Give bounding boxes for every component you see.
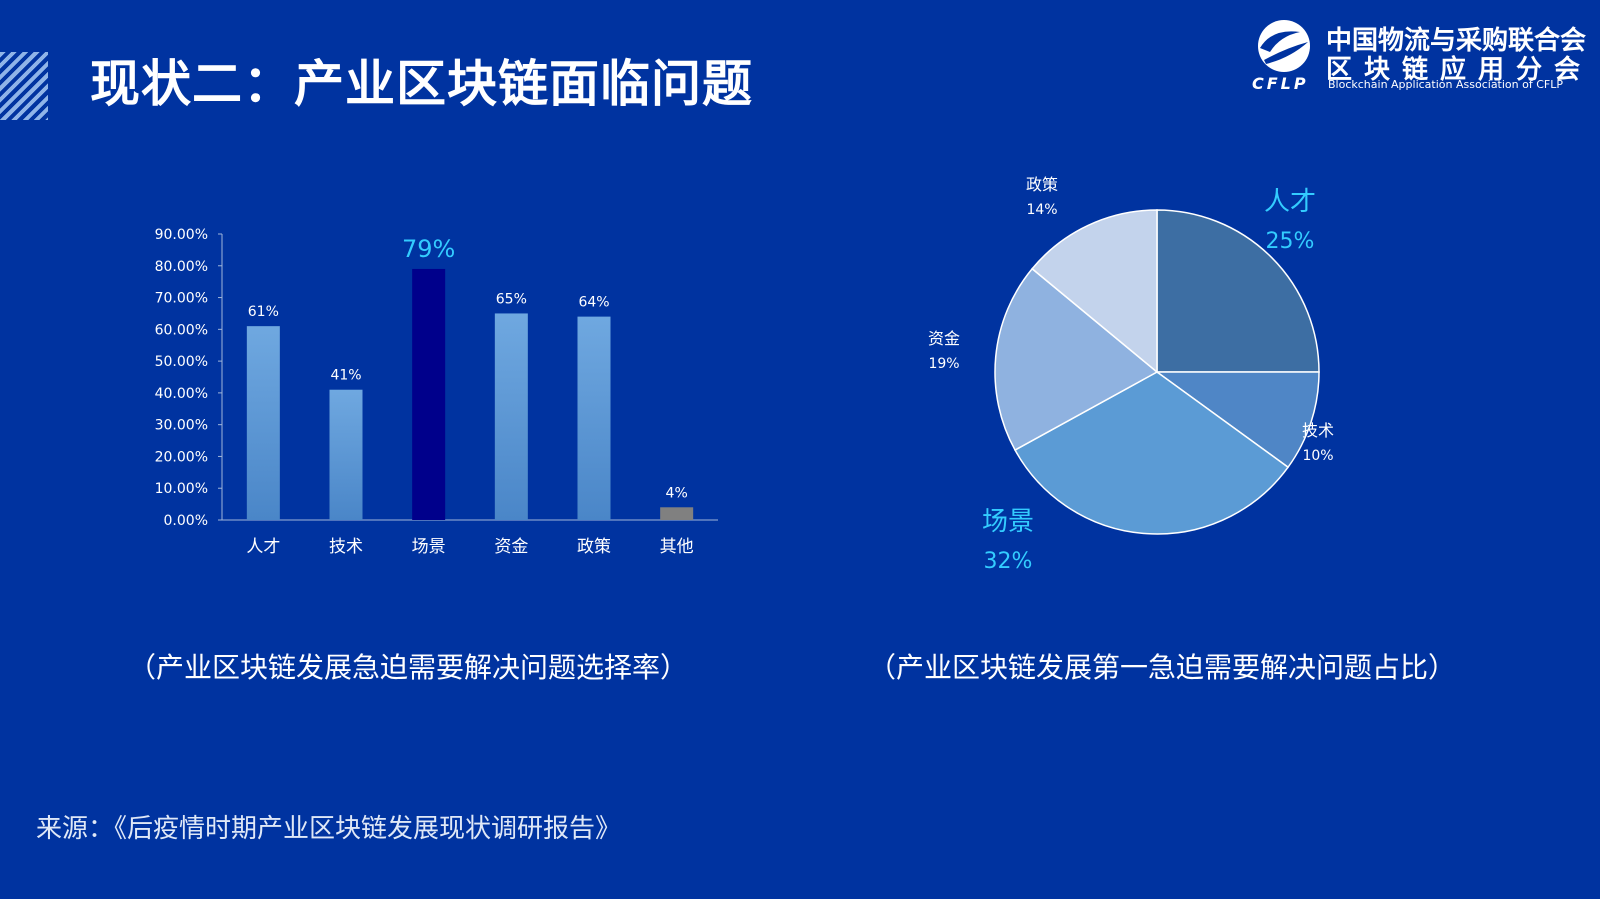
bar-data-label: 4% (666, 485, 688, 501)
pie-slice-label: 人才 (1264, 187, 1316, 217)
pie-slice (994, 267, 1159, 452)
x-category-label: 其他 (660, 537, 694, 557)
y-tick-label: 90.00% (155, 227, 208, 243)
pie-slice-value: 19% (928, 356, 959, 372)
pie-slice-label: 资金 (928, 329, 960, 348)
pie-slice-label: 场景 (982, 507, 1034, 537)
bar (246, 326, 280, 520)
pie-slice (1156, 209, 1320, 373)
page-title: 现状二：产业区块链面临问题 (90, 55, 753, 113)
pie-slice-label: 技术 (1302, 421, 1334, 440)
pie-slice (1031, 209, 1158, 374)
bar-data-label: 41% (330, 368, 361, 384)
x-category-label: 政策 (577, 537, 611, 557)
y-tick-label: 80.00% (155, 259, 208, 275)
pie-slice-value: 32% (984, 549, 1033, 574)
bar (494, 313, 528, 520)
logo-name-english: Blockchain Application Association of CF… (1328, 78, 1563, 91)
bar (577, 316, 611, 520)
y-tick-label: 50.00% (155, 354, 208, 370)
y-tick-label: 0.00% (164, 513, 208, 529)
y-tick-label: 70.00% (155, 291, 208, 307)
pie-slice-value: 25% (1266, 229, 1315, 254)
x-category-label: 人才 (246, 537, 280, 557)
bar (660, 507, 694, 520)
logo-abbr: CFLP (1252, 74, 1309, 93)
logo-name-line1: 中国物流与采购联合会 (1326, 26, 1587, 56)
cflp-logo: CFLP 中国物流与采购联合会 区块链应用分会 Blockchain Appli… (1250, 18, 1590, 98)
x-category-label: 资金 (494, 537, 528, 557)
bar-data-label: 64% (578, 295, 609, 311)
globe-logo-icon (1258, 20, 1310, 72)
pie-chart: 人才 25% 技术 10% 场景 32% 资金 19% 政策 14% (928, 175, 1334, 574)
pie-slice (1154, 371, 1320, 469)
corner-stripes-decoration (0, 52, 48, 120)
pie-slice-label: 政策 (1026, 175, 1058, 194)
y-tick-label: 60.00% (155, 322, 208, 338)
x-category-label: 技术 (329, 537, 363, 557)
y-tick-label: 40.00% (155, 386, 208, 402)
y-tick-label: 20.00% (155, 449, 208, 465)
bar (412, 268, 446, 520)
bar (329, 389, 363, 520)
logo-name-line2: 区块链应用分会 (1326, 55, 1593, 85)
pie-slice-value: 10% (1302, 448, 1333, 464)
pie-chart-caption: （产业区块链发展第一急迫需要解决问题占比） (868, 651, 1457, 684)
bar-data-label: 79% (402, 235, 455, 263)
source-citation: 来源：《后疫情时期产业区块链发展现状调研报告》 (36, 814, 622, 844)
bar-data-label: 65% (496, 291, 527, 307)
pie-slice (1014, 371, 1290, 535)
y-tick-label: 10.00% (155, 481, 208, 497)
bar-chart-caption: （产业区块链发展急迫需要解决问题选择率） (128, 651, 689, 684)
bar-chart: 0.00% 10.00% 20.00% 30.00% 40.00% 50.00% 60.00… (155, 227, 718, 557)
pie-slice-value: 14% (1026, 202, 1057, 218)
x-category-label: 场景 (412, 537, 446, 557)
bar-data-label: 61% (248, 304, 279, 320)
y-tick-label: 30.00% (155, 418, 208, 434)
